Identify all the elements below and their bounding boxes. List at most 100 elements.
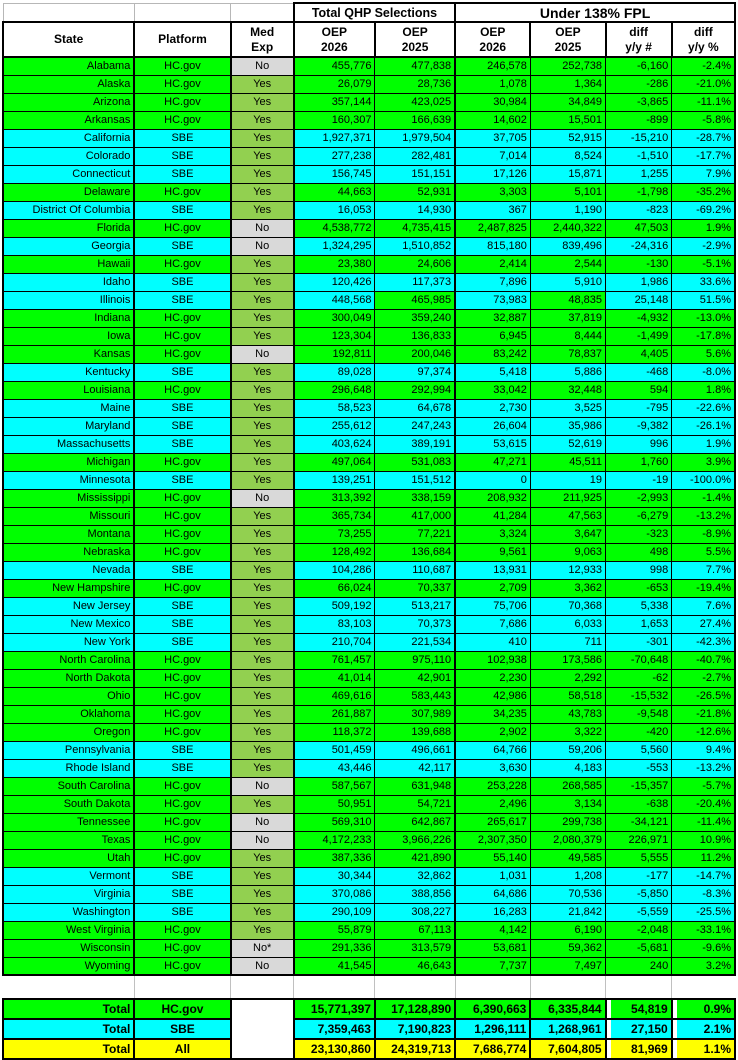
cell-platform: HC.gov: [133, 956, 232, 976]
cell-qhp-oep2025: 388,856: [374, 884, 456, 904]
cell-fpl-oep2026: 47,271: [454, 452, 531, 472]
cell-qhp-oep2026: 403,624: [292, 434, 376, 454]
cell-med-exp: Yes: [229, 614, 295, 634]
cell-qhp-oep2026: 296,648: [292, 380, 376, 400]
cell-fpl-oep2025: 45,511: [529, 452, 607, 472]
table-row: New Mexico SBE Yes 83,103 70,373 7,686 6…: [1, 614, 737, 634]
cell-diff-yy-pct: -2.9%: [671, 236, 737, 256]
cell-fpl-oep2026: 2,414: [454, 254, 531, 274]
cell-diff-yy-num: -420: [605, 722, 673, 742]
cell-state: Ohio: [1, 686, 135, 706]
cell-total-label: Total: [1, 998, 136, 1020]
cell-diff-yy-pct: -17.8%: [671, 326, 737, 346]
cell-fpl-oep2025: 47,563: [529, 506, 607, 526]
cell-total-diff-num: 54,819: [604, 998, 673, 1020]
table-row: Massachusetts SBE Yes 403,624 389,191 53…: [1, 434, 737, 454]
table-row: Vermont SBE Yes 30,344 32,862 1,031 1,20…: [1, 866, 737, 886]
cell-diff-yy-num: -9,548: [605, 704, 673, 724]
cell-state: New Jersey: [1, 596, 135, 616]
cell-med-exp: No: [229, 830, 295, 850]
cell-fpl-oep2026: 7,896: [454, 272, 531, 292]
cell-qhp-oep2026: 4,538,772: [292, 218, 376, 238]
cell-diff-yy-num: -899: [605, 110, 673, 130]
cell-qhp-oep2025: 70,373: [374, 614, 456, 634]
cell-fpl-oep2025: 252,738: [529, 56, 607, 76]
cell-fpl-oep2026: 1,031: [454, 866, 531, 886]
cell-diff-yy-pct: 5.5%: [671, 542, 737, 562]
table-row: Louisiana HC.gov Yes 296,648 292,994 33,…: [1, 380, 737, 400]
cell-state: Kansas: [1, 344, 135, 364]
cell-qhp-oep2026: 23,380: [292, 254, 376, 274]
cell-fpl-oep2025: 2,080,379: [529, 830, 607, 850]
table-row: Maine SBE Yes 58,523 64,678 2,730 3,525 …: [1, 398, 737, 418]
diff-label: diff: [694, 24, 713, 39]
cell-qhp-oep2025: 151,151: [374, 164, 456, 184]
cell-fpl-oep2025: 37,819: [529, 308, 607, 328]
cell-diff-yy-num: 5,338: [605, 596, 673, 616]
cell-total-platform: HC.gov: [133, 998, 232, 1020]
cell-fpl-oep2026: 2,496: [454, 794, 531, 814]
cell-fpl-oep2026: 32,887: [454, 308, 531, 328]
cell-qhp-oep2026: 66,024: [292, 578, 376, 598]
cell-platform: HC.gov: [133, 722, 232, 742]
cell-qhp-oep2025: 139,688: [374, 722, 456, 742]
total-row-sbe: Total SBE 7,359,463 7,190,823 1,296,111 …: [1, 1018, 737, 1040]
cell-diff-yy-num: -6,160: [605, 56, 673, 76]
cell-fpl-oep2025: 2,292: [529, 668, 607, 688]
cell-qhp-oep2026: 44,663: [292, 182, 376, 202]
totals-section: Total HC.gov 15,771,397 17,128,890 6,390…: [1, 998, 737, 1060]
cell-platform: SBE: [133, 758, 232, 778]
cell-platform: HC.gov: [133, 380, 232, 400]
cell-fpl-oep2026: 26,604: [454, 416, 531, 436]
cell-fpl-oep2025: 59,362: [529, 938, 607, 958]
table-row: Utah HC.gov Yes 387,336 421,890 55,140 4…: [1, 848, 737, 868]
cell-platform: SBE: [133, 290, 232, 310]
cell-qhp-oep2025: 313,579: [374, 938, 456, 958]
cell-qhp-oep2025: 28,736: [374, 74, 456, 94]
cell-diff-yy-num: -638: [605, 794, 673, 814]
table-row: Rhode Island SBE Yes 43,446 42,117 3,630…: [1, 758, 737, 778]
table-row: California SBE Yes 1,927,371 1,979,504 3…: [1, 128, 737, 148]
cell-fpl-oep2026: 2,307,350: [454, 830, 531, 850]
yy-num-label: y/y #: [625, 39, 652, 54]
cell-qhp-oep2025: 308,227: [374, 902, 456, 922]
cell-platform: SBE: [133, 416, 232, 436]
cell-qhp-oep2025: 531,083: [374, 452, 456, 472]
table-row: Missouri HC.gov Yes 365,734 417,000 41,2…: [1, 506, 737, 526]
cell-fpl-oep2025: 70,368: [529, 596, 607, 616]
cell-med-exp: No: [229, 488, 295, 508]
cell-qhp-oep2025: 221,534: [374, 632, 456, 652]
cell-fpl-oep2025: 3,134: [529, 794, 607, 814]
cell-diff-yy-num: -2,048: [605, 920, 673, 940]
cell-qhp-oep2025: 70,337: [374, 578, 456, 598]
blank-cell: [230, 2, 295, 23]
cell-med-exp: Yes: [229, 884, 295, 904]
cell-diff-yy-pct: 33.6%: [671, 272, 737, 292]
cell-fpl-oep2026: 16,283: [454, 902, 531, 922]
cell-state: Illinois: [1, 290, 135, 310]
cell-fpl-oep2026: 55,140: [454, 848, 531, 868]
cell-med-exp: Yes: [229, 794, 295, 814]
cell-fpl-oep2026: 4,142: [454, 920, 531, 940]
cell-state: Alabama: [1, 56, 135, 76]
group-header-qhp: Total QHP Selections: [292, 2, 457, 23]
cell-qhp-oep2026: 448,568: [292, 290, 376, 310]
cell-diff-yy-pct: 1.9%: [671, 434, 737, 454]
cell-qhp-oep2025: 77,221: [374, 524, 456, 544]
cell-platform: HC.gov: [133, 56, 232, 76]
table-row: Wyoming HC.gov No 41,545 46,643 7,737 7,…: [1, 956, 737, 976]
cell-fpl-oep2026: 815,180: [454, 236, 531, 256]
cell-total-platform: All: [133, 1038, 232, 1060]
col-header-med-exp-line2: Exp: [251, 39, 274, 54]
table-row: Tennessee HC.gov No 569,310 642,867 265,…: [1, 812, 737, 832]
cell-state: Indiana: [1, 308, 135, 328]
cell-qhp-oep2026: 313,392: [292, 488, 376, 508]
cell-med-exp: Yes: [229, 416, 295, 436]
cell-diff-yy-num: -301: [605, 632, 673, 652]
cell-total-qhp-2026: 7,359,463: [292, 1018, 376, 1040]
cell-state: Georgia: [1, 236, 135, 256]
cell-med-exp: Yes: [229, 290, 295, 310]
cell-platform: HC.gov: [133, 344, 232, 364]
cell-state: Alaska: [1, 74, 135, 94]
cell-fpl-oep2026: 42,986: [454, 686, 531, 706]
